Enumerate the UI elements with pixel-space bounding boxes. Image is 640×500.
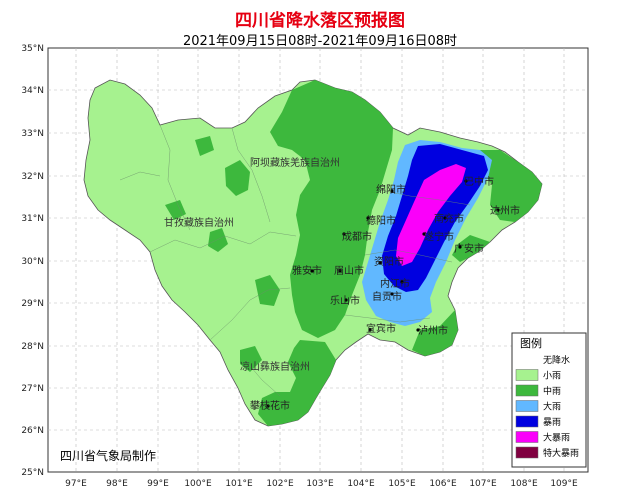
legend-label: 大暴雨 <box>543 432 570 444</box>
city-dot <box>458 245 462 249</box>
city-dot <box>378 261 382 265</box>
legend-label: 小雨 <box>543 371 561 382</box>
lat-tick: 33°N <box>21 129 44 139</box>
city-label-deyang: 德阳市 <box>366 214 396 227</box>
legend-swatch <box>515 431 539 443</box>
city-dot <box>344 298 348 302</box>
city-dot <box>338 269 342 273</box>
credit-text: 四川省气象局制作 <box>60 448 156 463</box>
lat-tick: 32°N <box>21 172 44 182</box>
city-dot <box>416 328 420 332</box>
moderate-rain-areas <box>165 80 542 426</box>
legend-label: 中雨 <box>543 385 561 397</box>
city-dot <box>464 179 468 183</box>
lon-tick: 105°E <box>388 479 416 489</box>
region-label-aba: 阿坝藏族羌族自治州 <box>250 156 340 169</box>
lon-tick: 99°E <box>147 479 169 489</box>
lon-tick: 100°E <box>184 479 212 489</box>
lon-tick: 101°E <box>225 479 253 489</box>
city-dot <box>266 404 270 408</box>
lon-tick: 107°E <box>469 479 497 489</box>
latitude-labels: 35°N 34°N 33°N 32°N 31°N 30°N 29°N 28°N … <box>21 44 44 478</box>
lat-tick: 29°N <box>21 299 44 309</box>
city-label-luzhou: 泸州市 <box>418 324 448 337</box>
city-markers: 绵阳市 德阳市 成都市 雅安市 眉山市 乐山市 自贡市 宜宾市 泸州市 内江市 … <box>250 175 520 412</box>
city-label-panzhihua: 攀枝花市 <box>250 399 290 412</box>
city-dot <box>400 280 404 284</box>
legend-label: 特大暴雨 <box>543 447 579 459</box>
lat-tick: 31°N <box>21 214 44 224</box>
city-dot <box>496 208 500 212</box>
city-label-meishan: 眉山市 <box>334 264 364 277</box>
legend-title: 图例 <box>520 336 542 350</box>
city-dot <box>422 232 426 236</box>
legend-swatch <box>515 400 539 412</box>
lon-tick: 97°E <box>65 479 87 489</box>
legend-label: 大雨 <box>543 401 561 413</box>
lat-tick: 35°N <box>21 44 44 54</box>
lon-tick: 108°E <box>510 479 538 489</box>
longitude-labels: 97°E 98°E 99°E 100°E 101°E 102°E 103°E 1… <box>65 479 578 489</box>
city-label-dazhou: 达州市 <box>490 204 520 217</box>
city-label-nanchong: 南充市 <box>434 212 464 225</box>
city-dot <box>310 269 314 273</box>
lon-tick: 102°E <box>266 479 294 489</box>
city-label-bazhong: 巴中市 <box>464 175 494 188</box>
heavy-rainstorm-area <box>396 164 466 266</box>
legend-swatch <box>515 369 539 381</box>
city-label-mianyang: 绵阳市 <box>376 183 406 196</box>
lon-tick: 103°E <box>306 479 334 489</box>
legend-swatch <box>515 415 539 428</box>
lon-tick: 104°E <box>347 479 375 489</box>
lat-tick: 30°N <box>21 257 44 267</box>
map-title: 四川省降水落区预报图 <box>235 11 405 31</box>
city-dot <box>366 216 370 220</box>
lat-tick: 26°N <box>21 426 44 436</box>
legend-swatch <box>515 446 539 459</box>
city-label-yaan: 雅安市 <box>292 264 322 277</box>
legend-swatch <box>515 353 539 366</box>
lat-tick: 27°N <box>21 384 44 394</box>
city-dot <box>390 292 394 296</box>
map-subtitle: 2021年09月15日08时-2021年09月16日08时 <box>182 34 458 49</box>
county-boundaries <box>119 124 471 397</box>
city-label-ziyang: 资阳市 <box>374 255 404 268</box>
lat-tick: 34°N <box>21 86 44 96</box>
legend-label: 暴雨 <box>543 417 561 428</box>
lat-tick: 28°N <box>21 342 44 352</box>
lon-tick: 98°E <box>106 479 128 489</box>
city-label-guangan: 广安市 <box>454 242 484 255</box>
city-dot <box>342 232 346 236</box>
legend-swatch <box>515 384 539 397</box>
city-label-suining: 遂宁市 <box>424 230 454 243</box>
region-label-ganzi: 甘孜藏族自治州 <box>164 216 234 229</box>
lat-tick: 25°N <box>21 468 44 478</box>
city-label-yibin: 宜宾市 <box>366 322 396 335</box>
region-label-liangshan: 凉山彝族自治州 <box>240 360 310 373</box>
city-label-zigong: 自贡市 <box>372 290 402 303</box>
city-label-neijiang: 内江市 <box>380 277 410 290</box>
city-label-leshan: 乐山市 <box>330 294 360 307</box>
city-dot <box>443 216 447 220</box>
city-dot <box>390 189 394 193</box>
lon-tick: 106°E <box>429 479 457 489</box>
city-dot <box>368 328 372 332</box>
legend-label: 无降水 <box>543 354 570 366</box>
city-label-chengdu: 成都市 <box>342 230 372 243</box>
lon-tick: 109°E <box>550 479 578 489</box>
